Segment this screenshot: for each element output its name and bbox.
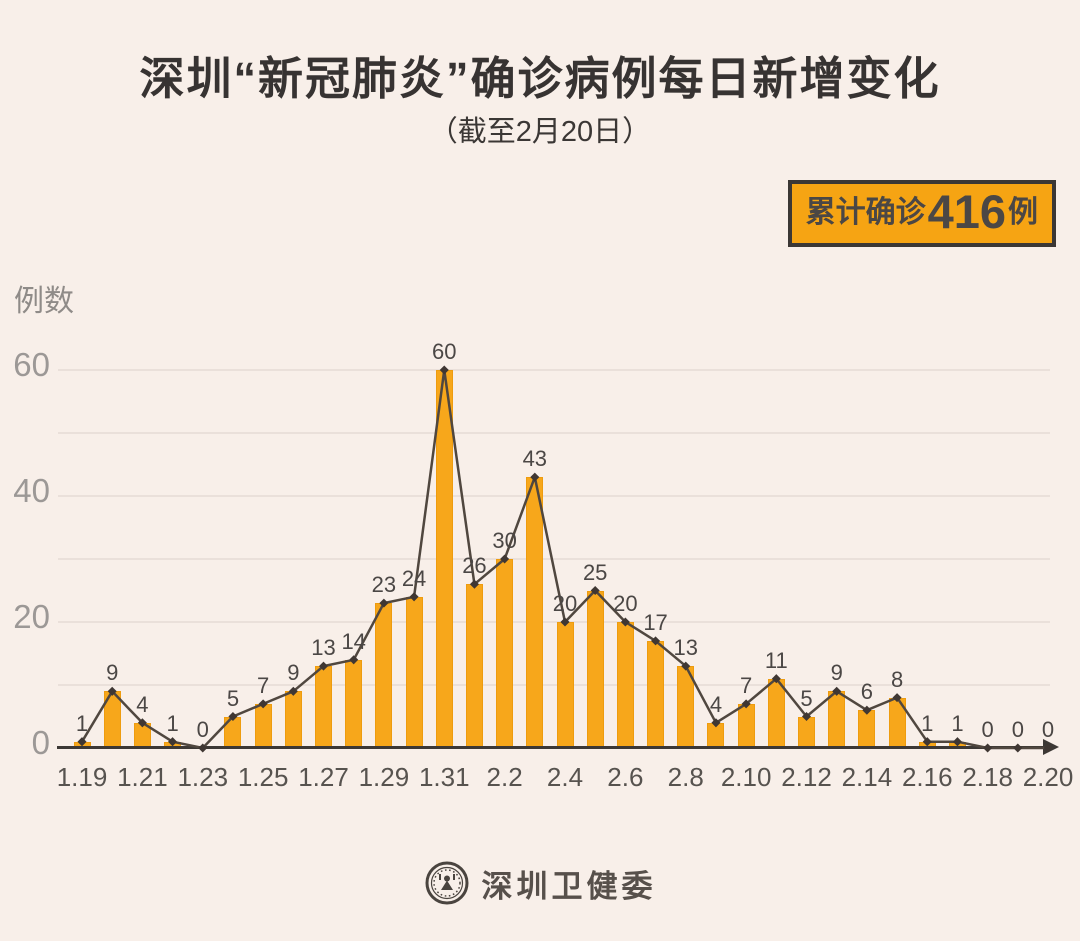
bar-2.11	[767, 678, 785, 748]
x-tick-label: 2.12	[781, 762, 832, 792]
x-tick-label: 2.6	[607, 762, 644, 792]
value-label: 5	[800, 685, 813, 711]
footer: 深圳卫健委	[0, 860, 1080, 906]
bar-2.5	[586, 590, 604, 748]
value-label: 4	[136, 691, 149, 717]
bar-1.31	[435, 370, 453, 748]
bar-2.9	[707, 722, 725, 748]
value-label: 25	[582, 559, 608, 585]
x-tick-label: 1.25	[237, 762, 289, 792]
bar-2.6	[616, 622, 634, 748]
value-label: 13	[311, 635, 336, 661]
value-label: 1	[951, 710, 964, 736]
bar-2.7	[647, 640, 665, 748]
y-tick-label: 20	[13, 598, 50, 635]
value-label: 17	[643, 609, 668, 635]
x-tick-label: 2.10	[720, 762, 772, 792]
bar-1.27	[315, 666, 332, 748]
y-tick-label: 40	[13, 472, 50, 509]
bar-2.13	[828, 691, 846, 748]
value-label: 1	[166, 710, 179, 736]
value-label: 13	[673, 635, 698, 661]
bar-1.30	[405, 596, 423, 748]
y-tick-label: 0	[31, 724, 50, 761]
value-label: 60	[432, 339, 457, 364]
value-label: 5	[226, 685, 240, 711]
chart-area: 0 20 40 60 1 9 4 1 0 5 7 9 13 14 23 24 60 26 30 43 20 25 20 17 1…	[0, 330, 1080, 820]
bar-1.20	[103, 691, 121, 748]
total-badge-prefix: 累计确诊	[805, 195, 926, 229]
y-axis-unit-label: 例数	[14, 285, 74, 318]
value-label: 20	[613, 591, 638, 616]
value-label: 14	[341, 628, 366, 654]
x-tick-label: 2.16	[901, 762, 953, 792]
bar-2.15	[888, 697, 906, 748]
value-label: 1	[921, 710, 934, 736]
bar-1.24	[224, 716, 242, 748]
value-label: 9	[287, 660, 300, 686]
value-label: 8	[890, 666, 904, 692]
page-subtitle: （截至2月20日）	[428, 116, 652, 148]
bar-1.25	[254, 703, 272, 748]
y-tick-label: 60	[13, 346, 50, 383]
value-label: 0	[1041, 717, 1055, 742]
total-badge: 累计确诊 416 例	[787, 180, 1056, 247]
value-label: 0	[196, 717, 209, 742]
x-tick-label: 1.23	[177, 762, 229, 792]
bar-1.21	[133, 722, 151, 748]
x-tick-label: 1.19	[56, 762, 108, 792]
x-tick-label: 2.18	[962, 762, 1013, 792]
value-label: 20	[552, 591, 578, 616]
x-tick-label: 2.8	[667, 762, 704, 792]
gridline	[58, 495, 1050, 497]
page-title: 深圳“新冠肺炎”确诊病例每日新增变化	[139, 53, 941, 104]
bar-2.12	[798, 716, 815, 748]
x-tick-label: 2.14	[841, 762, 893, 792]
x-tick-label: 1.27	[298, 762, 349, 792]
value-label: 6	[860, 679, 873, 705]
value-label: 0	[981, 717, 994, 742]
x-tick-label: 1.31	[418, 762, 470, 792]
value-label: 43	[522, 446, 548, 472]
bar-1.26	[284, 691, 302, 748]
bar-2.4	[556, 622, 574, 748]
total-badge-suffix: 例	[1008, 195, 1038, 229]
bar-2.3	[526, 477, 544, 748]
value-label: 24	[401, 565, 427, 591]
x-tick-label: 1.29	[358, 762, 410, 792]
total-badge-number: 416	[927, 185, 1006, 238]
value-label: 7	[257, 672, 270, 698]
x-tick-label: 1.21	[117, 762, 168, 792]
x-tick-label: 2.4	[546, 762, 584, 792]
value-label: 4	[709, 691, 723, 717]
gridline	[58, 369, 1050, 371]
gridline	[58, 432, 1050, 434]
value-label: 7	[740, 672, 753, 698]
value-label: 9	[106, 660, 119, 686]
bar-1.28	[345, 659, 363, 748]
gridline	[58, 621, 1050, 623]
value-label: 30	[492, 528, 517, 553]
value-label: 26	[462, 553, 487, 579]
x-axis-line	[57, 746, 1045, 749]
org-logo-icon	[425, 861, 468, 905]
org-name: 深圳卫健委	[481, 868, 657, 904]
bar-2.10	[737, 703, 755, 748]
value-label: 1	[75, 710, 89, 736]
value-label: 23	[371, 572, 397, 598]
gridline	[58, 558, 1050, 560]
bar-1.29	[375, 603, 393, 748]
bar-2.14	[858, 710, 876, 748]
bar-2.8	[677, 666, 695, 748]
bar-2.1	[465, 584, 483, 748]
x-tick-label: 2.2	[486, 762, 523, 792]
x-tick-label: 2.20	[1022, 762, 1074, 792]
value-label: 11	[764, 647, 788, 673]
value-label: 0	[1011, 717, 1024, 742]
value-label: 9	[830, 660, 843, 686]
bar-2.2	[496, 559, 514, 748]
